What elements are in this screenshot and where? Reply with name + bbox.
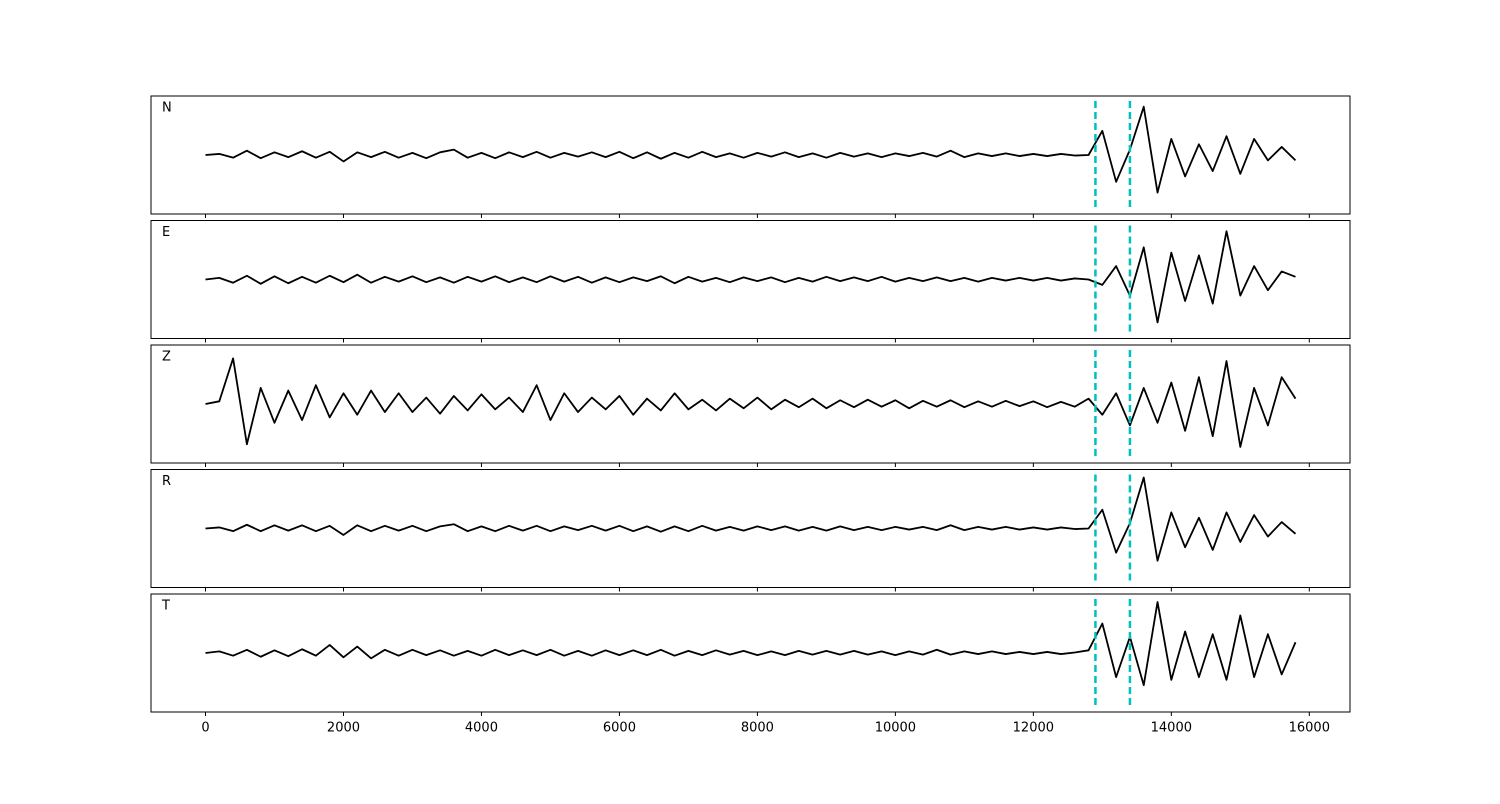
panel-frame <box>150 344 1351 464</box>
trace <box>205 601 1297 687</box>
panel-label: E <box>162 225 170 240</box>
x-tick-label: 4000 <box>465 721 498 736</box>
panel-label: N <box>162 101 172 116</box>
x-tick-label: 16000 <box>1289 721 1330 736</box>
panel-label: Z <box>162 350 171 365</box>
panel-frame <box>150 469 1351 588</box>
panel-frame <box>150 95 1351 215</box>
trace <box>205 230 1296 324</box>
x-tick-label: 0 <box>201 721 209 736</box>
x-tick-label: 12000 <box>1013 721 1054 736</box>
panel-label: T <box>161 599 170 614</box>
x-tick-label: 2000 <box>327 721 360 736</box>
x-tick-label: 8000 <box>741 721 774 736</box>
trace <box>205 105 1297 194</box>
trace <box>205 357 1297 448</box>
panel-frame <box>150 220 1351 339</box>
panel-frame <box>150 593 1351 713</box>
x-tick-label: 14000 <box>1151 721 1192 736</box>
trace <box>205 476 1297 562</box>
panel-label: R <box>162 474 171 489</box>
x-tick-label: 6000 <box>603 721 636 736</box>
x-tick-label: 10000 <box>875 721 916 736</box>
